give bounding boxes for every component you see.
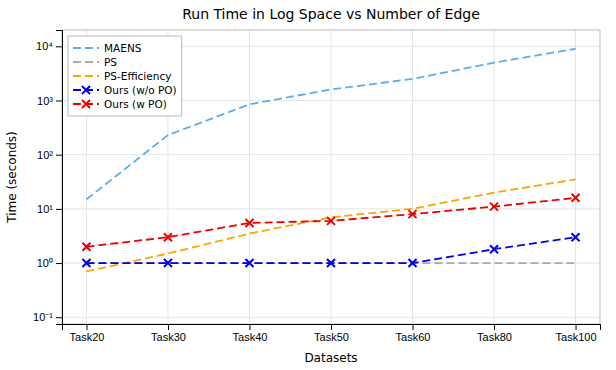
grid-line-x	[575, 30, 576, 324]
y-tick-mark	[56, 209, 62, 210]
legend-label: MAENS	[104, 42, 142, 54]
y-tick-mark	[56, 46, 62, 47]
legend-swatch	[73, 47, 99, 49]
x-tick-mark	[168, 324, 169, 330]
x-tick-label: Task50	[314, 331, 349, 343]
series-line	[86, 237, 575, 263]
x-tick: Task50	[314, 324, 349, 343]
series-marker	[327, 259, 335, 267]
grid-line-x	[249, 30, 250, 324]
x-tick-mark	[413, 324, 414, 330]
x-tick-label: Task80	[477, 331, 512, 343]
y-axis-title: Time (seconds)	[5, 131, 19, 224]
legend-box	[68, 36, 182, 116]
x-tick: Task40	[233, 324, 268, 343]
y-tick: 10¹	[37, 203, 62, 215]
legend: MAENS PS PS-Efficiency Ours (w/o PO) Ours (w…	[68, 36, 182, 116]
series-marker	[82, 259, 90, 267]
y-tick-mark	[56, 317, 62, 318]
series-marker	[572, 194, 580, 202]
series-marker	[409, 259, 417, 267]
y-tick-label: 10⁰	[37, 257, 53, 269]
series-marker	[490, 203, 498, 211]
y-tick: 10⁻¹	[33, 311, 62, 323]
x-tick: Task30	[151, 324, 186, 343]
series-marker	[490, 245, 498, 253]
y-tick: 10⁴	[36, 40, 62, 52]
series-marker	[327, 217, 335, 225]
grid-line-x	[331, 30, 332, 324]
x-tick-mark	[249, 324, 250, 330]
x-tick-mark	[494, 324, 495, 330]
title: Run Time in Log Space vs Number of Edge	[182, 6, 480, 22]
x-axis-line	[63, 325, 601, 331]
x-axis: Task20 Task30 Task40 Task50 Task60 Task80 Task…	[63, 324, 601, 343]
grid-line-x	[494, 30, 495, 324]
chart: Task20 Task30 Task40 Task50 Task60 Task80 Task…	[0, 0, 616, 370]
legend-marker	[82, 86, 90, 94]
y-tick: 10³	[37, 95, 62, 107]
series-marker	[82, 243, 90, 251]
x-tick: Task80	[477, 324, 512, 343]
plot: Task20 Task30 Task40 Task50 Task60 Task80 Task…	[33, 30, 600, 343]
x-tick: Task100	[556, 324, 597, 343]
grid-line-x	[412, 30, 413, 324]
legend-label: PS	[104, 56, 117, 68]
plot-frame	[62, 30, 600, 324]
series-line	[86, 179, 575, 271]
y-tick-label: 10⁻¹	[33, 311, 53, 323]
y-axis-line	[56, 31, 63, 325]
y-tick-mark	[56, 155, 62, 156]
series-marker	[245, 219, 253, 227]
y-tick-label: 10³	[37, 95, 53, 107]
series-marker	[164, 233, 172, 241]
y-tick: 10²	[37, 149, 62, 161]
series-line	[86, 49, 575, 200]
legend-label: PS-Efficiency	[104, 70, 171, 82]
legend-label: Ours (w/o PO)	[104, 84, 177, 96]
y-axis: 10⁻¹ 10⁰ 10¹ 10² 10³ 10⁴	[33, 31, 62, 325]
y-tick-mark	[56, 263, 62, 264]
legend-swatch	[73, 61, 99, 63]
x-tick-label: Task30	[151, 331, 186, 343]
series-marker	[245, 259, 253, 267]
grid	[62, 30, 600, 324]
x-tick-label: Task60	[396, 331, 431, 343]
legend-marker	[82, 100, 90, 108]
y-tick-label: 10²	[37, 149, 53, 161]
x-tick-mark	[331, 324, 332, 330]
y-tick-label: 10¹	[37, 203, 53, 215]
legend-label: Ours (w PO)	[104, 98, 167, 110]
series-marker	[572, 233, 580, 241]
legend-swatch	[73, 75, 99, 77]
x-tick: Task20	[70, 324, 105, 343]
x-tick-label: Task100	[556, 331, 597, 343]
x-tick-label: Task20	[70, 331, 105, 343]
x-axis-title: Datasets	[304, 351, 357, 365]
series-marker	[164, 259, 172, 267]
y-tick-mark	[56, 100, 62, 101]
x-tick-label: Task40	[233, 331, 268, 343]
y-tick-label: 10⁴	[36, 40, 53, 52]
series-line	[86, 198, 575, 247]
series-marker	[409, 210, 417, 218]
y-tick: 10⁰	[37, 257, 62, 269]
x-tick: Task60	[396, 324, 431, 343]
x-tick-mark	[86, 324, 87, 330]
x-tick-mark	[576, 324, 577, 330]
